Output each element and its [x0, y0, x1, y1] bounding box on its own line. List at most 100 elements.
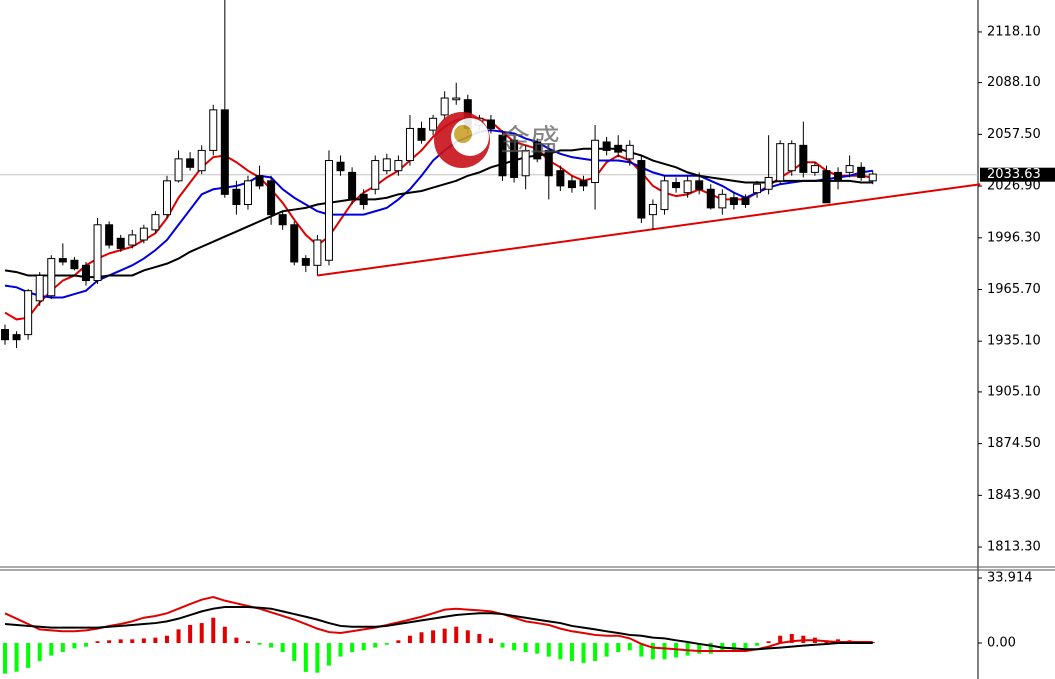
candle-body [776, 143, 785, 182]
histogram-bar [396, 640, 401, 643]
histogram-bar [465, 630, 470, 643]
histogram-bar [153, 637, 158, 643]
histogram-bar [523, 642, 528, 652]
candle-body [452, 97, 461, 101]
histogram-bar [107, 640, 112, 643]
y-tick-label: 1935.10 [987, 334, 1041, 349]
histogram-bar [280, 642, 285, 652]
candle-body [810, 165, 819, 173]
candle-body [660, 180, 669, 211]
histogram-bar [303, 642, 308, 672]
histogram-bar [222, 626, 227, 643]
candle-body [799, 144, 808, 173]
candle-body [567, 180, 576, 189]
candle-body [614, 144, 623, 153]
histogram-bar [141, 638, 146, 643]
candle-body [857, 166, 866, 178]
candle-body [197, 149, 206, 172]
histogram-bar [535, 642, 540, 654]
candle-body [359, 193, 368, 205]
candle-body [822, 170, 831, 204]
last-price-label: 2033.63 [987, 167, 1041, 182]
candle-body [706, 188, 715, 209]
histogram-bar [130, 639, 135, 643]
histogram-bar [454, 626, 459, 643]
histogram-bar [778, 635, 783, 643]
histogram-bar [442, 628, 447, 643]
candle-body [486, 119, 495, 129]
candle-body [220, 109, 229, 195]
candle-body [139, 227, 148, 241]
candle-body [35, 274, 44, 302]
histogram-bar [245, 641, 250, 643]
candle-body [24, 290, 33, 336]
candle-body [209, 109, 218, 151]
histogram-bar [269, 642, 274, 648]
histogram-bar [662, 642, 667, 660]
histogram-bar [569, 642, 574, 661]
histogram-bar [627, 642, 632, 651]
histogram-bar [326, 642, 331, 666]
histogram-bar [164, 635, 169, 643]
candle-body [324, 160, 333, 261]
candle-body [729, 197, 738, 205]
y-tick-label: 1905.10 [987, 384, 1041, 399]
candle-body [151, 214, 160, 231]
histogram-bar [234, 637, 239, 643]
y-tick-label: 1965.70 [987, 282, 1041, 297]
y-tick-label: 2057.50 [987, 127, 1041, 142]
candle-body [695, 180, 704, 190]
histogram-bar [60, 642, 65, 652]
histogram-bar [350, 642, 355, 652]
histogram-bar [650, 642, 655, 660]
histogram-bar [176, 629, 181, 643]
candle-body [718, 193, 727, 209]
candle-body [764, 176, 773, 190]
y-tick-label: 2088.10 [987, 75, 1041, 90]
candle-body [128, 234, 137, 246]
candle-body [81, 264, 90, 282]
histogram-bar [292, 642, 297, 661]
macd-line [4, 595, 873, 653]
histogram-bar [373, 642, 378, 648]
candle-body [47, 258, 56, 297]
moving-average [4, 147, 873, 279]
histogram-bar [26, 642, 31, 668]
histogram-bar [361, 642, 366, 651]
candle-body [556, 170, 565, 187]
candle-body [521, 149, 530, 177]
histogram-bar [338, 642, 343, 657]
y-tick-label: 0.00 [987, 635, 1016, 650]
histogram-bar [546, 642, 551, 657]
candle-body [174, 158, 183, 182]
histogram-bar [616, 642, 621, 652]
histogram-bar [500, 642, 505, 648]
candle-body [845, 165, 854, 173]
candle-body [394, 160, 403, 172]
histogram-bar [188, 624, 193, 643]
histogram-bar [755, 642, 760, 646]
candle-body [93, 224, 102, 282]
candle-body [70, 259, 79, 270]
histogram-bar [3, 642, 7, 674]
candle-body [741, 197, 750, 205]
histogram-bar [604, 642, 609, 657]
y-tick-label: 1813.30 [987, 540, 1041, 555]
y-tick-label: 2118.10 [987, 24, 1041, 39]
candle-body [787, 143, 796, 172]
candle-body [544, 149, 553, 177]
histogram-bar [731, 642, 736, 651]
histogram-bar [558, 642, 563, 660]
histogram-bar [697, 642, 702, 654]
histogram-bar [766, 641, 771, 643]
candle-body [533, 141, 542, 160]
histogram-bar [488, 638, 493, 643]
candle-body [579, 180, 588, 187]
y-tick-label: 1843.90 [987, 488, 1041, 503]
histogram-bar [118, 639, 123, 643]
histogram-bar [315, 642, 320, 673]
candle-body [232, 188, 241, 205]
candle-body [868, 173, 877, 182]
